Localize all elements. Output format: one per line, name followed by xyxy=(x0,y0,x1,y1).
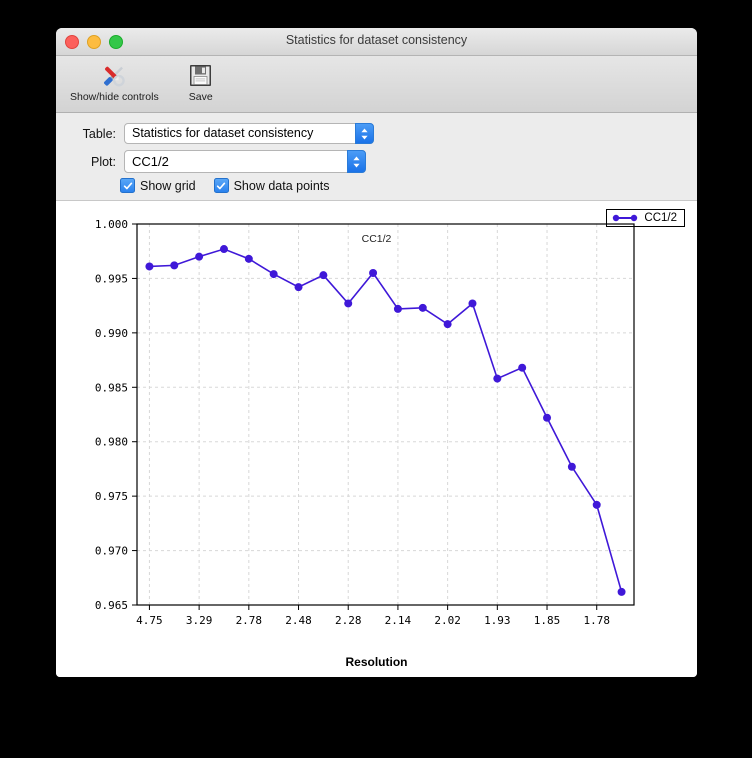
checkbox-row: Show grid Show data points xyxy=(56,178,697,193)
chart-title: CC1/2 xyxy=(361,233,392,245)
plot-label: Plot: xyxy=(90,154,116,169)
table-select[interactable]: Statistics for dataset consistency xyxy=(124,123,374,144)
checkmark-icon xyxy=(120,178,135,193)
svg-text:0.970: 0.970 xyxy=(95,545,128,558)
svg-text:0.980: 0.980 xyxy=(95,436,128,449)
statistics-window: Statistics for dataset consistency xyxy=(56,28,697,677)
save-label: Save xyxy=(188,91,213,103)
show-hide-controls-button[interactable]: Show/hide controls xyxy=(64,58,165,103)
table-row: Table: Statistics for dataset consistenc… xyxy=(56,121,697,146)
svg-text:1.000: 1.000 xyxy=(95,218,128,231)
svg-text:2.14: 2.14 xyxy=(385,614,412,627)
svg-text:0.965: 0.965 xyxy=(95,599,128,612)
show-hide-controls-label: Show/hide controls xyxy=(70,91,159,103)
x-axis-title: Resolution xyxy=(345,655,408,669)
traffic-lights xyxy=(65,35,123,49)
plot-row: Plot: CC1/2 xyxy=(56,149,697,174)
svg-text:2.02: 2.02 xyxy=(434,614,461,627)
table-label: Table: xyxy=(82,126,116,141)
svg-text:0.990: 0.990 xyxy=(95,327,128,340)
controls-panel: Table: Statistics for dataset consistenc… xyxy=(56,113,697,201)
svg-text:2.28: 2.28 xyxy=(335,614,362,627)
svg-text:1.93: 1.93 xyxy=(484,614,511,627)
show-data-points-label: Show data points xyxy=(233,178,330,193)
minimize-button[interactable] xyxy=(87,35,101,49)
svg-text:2.78: 2.78 xyxy=(236,614,263,627)
chart-legend: CC1/2 xyxy=(606,209,685,227)
save-button[interactable]: Save xyxy=(169,58,233,103)
show-grid-checkbox[interactable]: Show grid xyxy=(120,178,196,193)
toolbar: Show/hide controls Save xyxy=(56,56,697,113)
svg-text:1.78: 1.78 xyxy=(583,614,610,627)
tools-icon xyxy=(97,60,131,90)
chart-canvas: 1.000 0.995 0.990 0.985 0.980 0.975 0.970 0.965… xyxy=(95,218,635,627)
legend-label: CC1/2 xyxy=(644,212,677,224)
svg-text:2.48: 2.48 xyxy=(285,614,312,627)
floppy-disk-save-icon xyxy=(187,60,215,90)
svg-text:1.85: 1.85 xyxy=(534,614,561,627)
window-titlebar: Statistics for dataset consistency xyxy=(56,28,697,56)
plot-area: CC1/2 CC1/2 1.000 0.995 0.990 0.985 0.980 0.9… xyxy=(56,201,697,677)
plot-select-value: CC1/2 xyxy=(132,154,169,169)
svg-text:0.995: 0.995 xyxy=(95,272,128,285)
show-data-points-checkbox[interactable]: Show data points xyxy=(213,178,330,193)
plot-select-stepper[interactable] xyxy=(347,150,366,173)
svg-text:4.75: 4.75 xyxy=(136,614,163,627)
legend-marker-icon xyxy=(613,214,638,222)
table-select-value: Statistics for dataset consistency xyxy=(132,126,314,140)
zoom-button[interactable] xyxy=(109,35,123,49)
plot-select[interactable]: CC1/2 xyxy=(124,150,366,173)
window-title: Statistics for dataset consistency xyxy=(285,33,468,47)
checkmark-icon xyxy=(213,178,229,193)
show-grid-label: Show grid xyxy=(140,178,196,193)
table-select-stepper[interactable] xyxy=(355,123,374,144)
svg-text:0.985: 0.985 xyxy=(95,381,128,394)
svg-text:3.29: 3.29 xyxy=(186,614,213,627)
close-button[interactable] xyxy=(65,35,79,49)
svg-text:0.975: 0.975 xyxy=(95,490,128,503)
